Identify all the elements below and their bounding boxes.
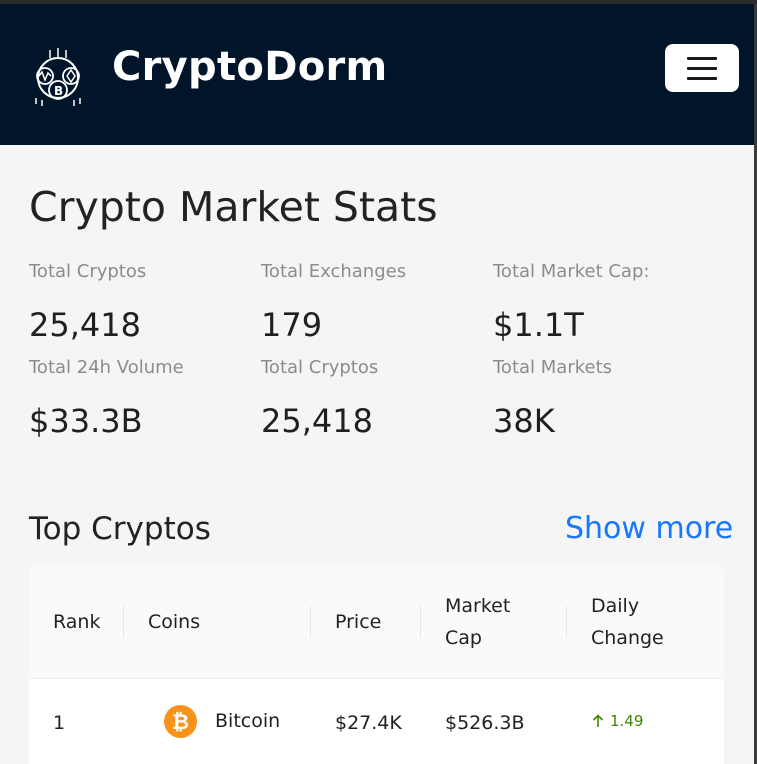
column-divider <box>310 606 311 638</box>
hamburger-menu-icon-bar <box>687 76 717 80</box>
top-cryptos-table: Rank Coins Price Market Cap Daily Change… <box>29 564 724 764</box>
brand-title[interactable]: CryptoDorm <box>112 44 388 90</box>
column-divider <box>566 606 567 638</box>
column-header-coins[interactable]: Coins <box>148 611 201 633</box>
column-divider <box>123 606 124 638</box>
column-header-daily-change[interactable]: Daily Change <box>591 590 664 654</box>
column-header-price[interactable]: Price <box>335 611 382 633</box>
crypto-logo-icon[interactable]: B <box>28 46 88 106</box>
navbar: B CryptoDorm <box>0 4 754 145</box>
stat-label-total-market-cap: Total Market Cap: <box>493 261 650 282</box>
section-title-top-cryptos: Top Cryptos <box>29 511 211 547</box>
bitcoin-icon: ₿ <box>164 705 197 738</box>
svg-text:₿: ₿ <box>172 710 189 734</box>
stat-value-total-cryptos-2: 25,418 <box>261 402 373 440</box>
row-market-cap: $526.3B <box>445 712 525 734</box>
column-header-rank[interactable]: Rank <box>53 611 101 633</box>
column-header-daily-change-line2: Change <box>591 627 664 649</box>
table-header: Rank Coins Price Market Cap Daily Change <box>29 564 724 679</box>
arrow-up-icon <box>592 714 604 727</box>
row-price: $27.4K <box>335 712 402 734</box>
row-coin-name[interactable]: Bitcoin <box>215 710 281 732</box>
show-more-link[interactable]: Show more <box>565 511 734 546</box>
page-title: Crypto Market Stats <box>29 183 438 231</box>
column-header-market-cap-line2: Cap <box>445 627 482 649</box>
stat-label-total-markets: Total Markets <box>493 357 613 378</box>
column-header-market-cap-line1: Market <box>445 595 511 617</box>
hamburger-menu-icon <box>687 56 717 60</box>
stat-label-total-24h-volume: Total 24h Volume <box>29 357 184 378</box>
stat-value-total-market-cap: $1.1T <box>493 306 584 344</box>
svg-text:B: B <box>54 84 63 98</box>
stat-label-total-cryptos: Total Cryptos <box>29 261 147 282</box>
column-header-daily-change-line1: Daily <box>591 595 640 617</box>
row-daily-change: 1.49 <box>592 710 643 732</box>
hamburger-menu-icon-bar <box>687 66 717 70</box>
column-header-market-cap[interactable]: Market Cap <box>445 590 510 654</box>
stat-value-total-24h-volume: $33.3B <box>29 402 143 440</box>
stat-label-total-exchanges: Total Exchanges <box>261 261 407 282</box>
stat-value-total-exchanges: 179 <box>261 306 323 344</box>
stat-value-total-cryptos: 25,418 <box>29 306 141 344</box>
row-rank: 1 <box>53 712 66 734</box>
window-top-border <box>0 0 757 4</box>
column-divider <box>420 606 421 638</box>
hamburger-menu-button[interactable] <box>665 44 739 92</box>
stat-value-total-markets: 38K <box>493 402 555 440</box>
row-daily-change-value: 1.49 <box>610 712 644 730</box>
stat-label-total-cryptos-2: Total Cryptos <box>261 357 379 378</box>
